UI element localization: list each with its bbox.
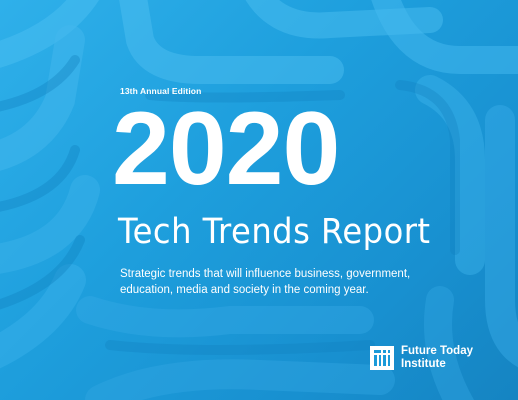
report-subtitle: Strategic trends that will influence bus… (120, 266, 450, 298)
report-year: 2020 (112, 91, 340, 207)
edition-label: 13th Annual Edition (120, 86, 202, 96)
subtitle-line: education, media and society in the comi… (120, 284, 369, 296)
publisher-logo: Future Today Institute (370, 345, 473, 371)
publisher-name-line: Future Today (401, 345, 473, 357)
report-title: Tech Trends Report (118, 212, 431, 252)
publisher-name-line: Institute (401, 358, 446, 370)
publisher-name: Future Today Institute (401, 345, 473, 371)
subtitle-line: Strategic trends that will influence bus… (120, 268, 411, 280)
fti-logo-icon (370, 346, 394, 370)
